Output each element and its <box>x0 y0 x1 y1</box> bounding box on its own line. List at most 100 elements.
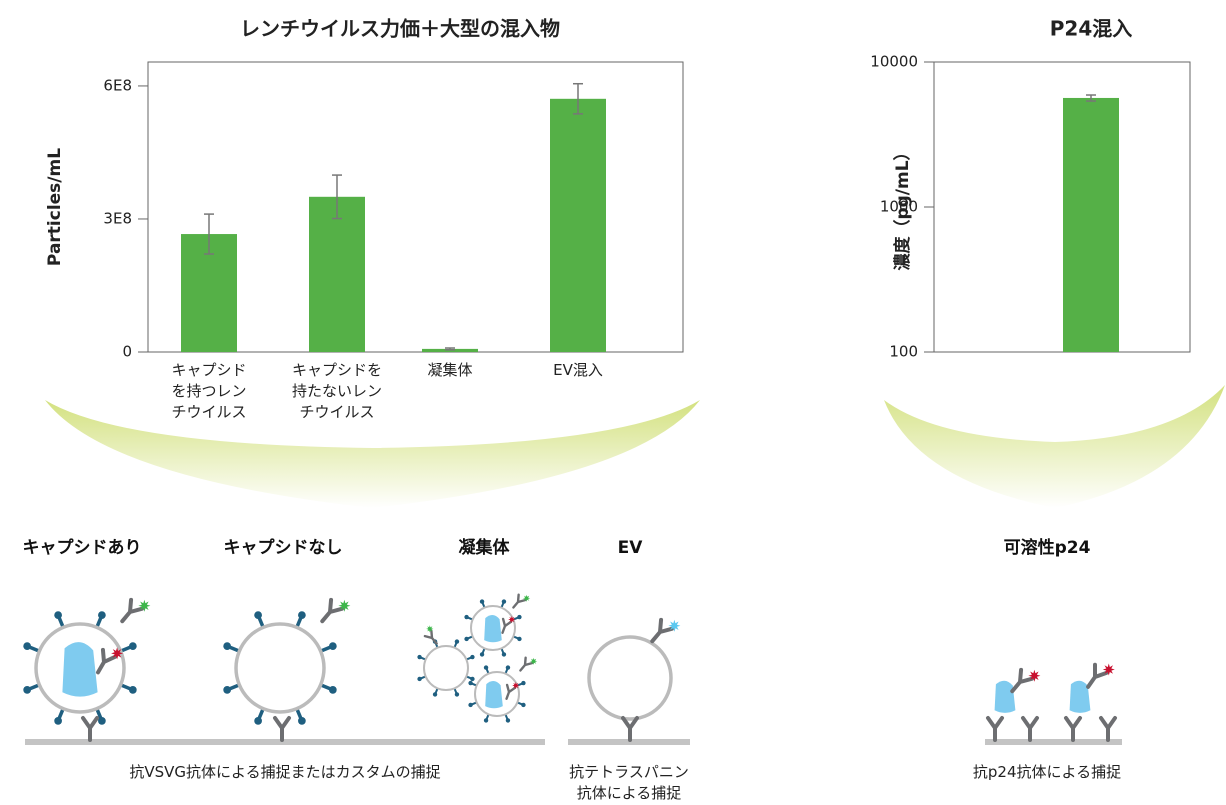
error-bar <box>204 213 214 255</box>
spike-cap <box>464 614 469 620</box>
caption: 抗p24抗体による捕捉 <box>972 763 1122 781</box>
spike-cap <box>483 665 489 670</box>
antibody <box>1086 662 1109 689</box>
error-bar <box>573 82 583 115</box>
particle-label: EV <box>618 538 644 558</box>
spike-cap <box>432 692 438 697</box>
bar <box>1063 97 1119 352</box>
antibody-shape <box>423 629 438 645</box>
x-tick-label: EV混入 <box>553 361 603 379</box>
funnel <box>884 385 1225 508</box>
antibody <box>501 617 513 634</box>
antibody-shape <box>519 656 534 672</box>
bar <box>550 98 606 352</box>
y-tick-label: 100 <box>889 343 918 361</box>
antibody <box>621 716 639 742</box>
surface <box>985 739 1122 745</box>
spike-cap <box>23 642 32 650</box>
spike-cap <box>521 680 526 686</box>
spike-cap <box>468 702 473 708</box>
capsid <box>1069 680 1091 713</box>
chart-title: レンチウイルス力価＋大型の混入物 <box>240 17 560 41</box>
antibody <box>96 647 118 675</box>
antibody <box>505 683 517 700</box>
antibody-shape <box>650 617 674 644</box>
spike-cap <box>501 599 507 604</box>
surface <box>568 739 690 745</box>
antibody-shape <box>1099 716 1117 742</box>
plot-frame <box>147 61 684 353</box>
spike-cap <box>505 718 511 723</box>
spike-cap <box>479 599 485 604</box>
spike-cap <box>521 702 526 708</box>
spike-cap <box>483 718 489 723</box>
bar <box>309 196 365 352</box>
ev <box>587 635 673 721</box>
antibody-shape <box>501 617 513 634</box>
particle <box>234 622 326 714</box>
label-star <box>530 657 538 665</box>
antibody <box>1064 716 1082 742</box>
label-star <box>338 599 351 612</box>
spike-cap <box>505 665 511 670</box>
spike-cap <box>54 716 62 725</box>
capsid <box>62 642 98 697</box>
antibody-shape <box>512 593 527 609</box>
spike-cap <box>517 636 522 642</box>
antibody <box>650 617 674 644</box>
particle <box>423 645 469 691</box>
spike-cap <box>254 611 262 620</box>
spike-cap <box>223 686 232 694</box>
antibody-shape <box>96 647 118 675</box>
antibody-shape <box>120 597 144 624</box>
antibody <box>1099 716 1117 742</box>
antibody <box>423 629 438 645</box>
capsid <box>485 681 503 709</box>
funnel <box>45 400 700 508</box>
antibody <box>81 716 99 742</box>
caption: 抗VSVG抗体による捕捉またはカスタムの捕捉 <box>129 763 441 781</box>
antibody <box>273 716 291 742</box>
spike-cap <box>454 639 460 644</box>
label-star <box>1028 669 1041 682</box>
antibody <box>1010 667 1034 694</box>
spike-cap <box>479 652 485 657</box>
spike-cap <box>470 654 475 660</box>
x-tick-label: キャプシド を持つレン チウイルス <box>171 361 247 421</box>
spike-cap <box>468 680 473 686</box>
capsid <box>484 615 502 643</box>
antibody-shape <box>273 716 291 742</box>
y-tick-label: 1000 <box>880 198 918 216</box>
label-star <box>111 647 124 660</box>
error-bar <box>332 174 342 220</box>
spike-cap <box>23 686 32 694</box>
surface <box>25 739 545 745</box>
error-bar <box>445 347 455 351</box>
spike-cap <box>223 642 232 650</box>
antibody <box>519 656 534 672</box>
antibody-shape <box>320 597 344 624</box>
spike-cap <box>517 614 522 620</box>
y-axis-label: 濃度（pg/mL） <box>892 143 913 270</box>
spike-cap <box>254 716 262 725</box>
y-tick-label: 0 <box>122 343 132 361</box>
antibody <box>512 593 527 609</box>
spike-cap <box>298 611 306 620</box>
caption: 抗テトラスパニン 抗体による捕捉 <box>569 763 689 802</box>
spike-cap <box>417 676 422 682</box>
spike-cap <box>298 716 306 725</box>
label-star <box>512 681 520 690</box>
plot-frame <box>933 61 1191 353</box>
spike-cap <box>470 676 475 682</box>
error-bar <box>1086 94 1096 102</box>
antibody-shape <box>986 716 1004 742</box>
chart-title: P24混入 <box>1050 17 1133 41</box>
spike-cap <box>328 686 337 694</box>
antibody-shape <box>81 716 99 742</box>
antibody-shape <box>1021 716 1039 742</box>
antibody <box>320 597 344 624</box>
spike-cap <box>98 611 106 620</box>
particle-label: 可溶性p24 <box>1004 537 1091 558</box>
x-tick-label: 凝集体 <box>427 361 473 379</box>
